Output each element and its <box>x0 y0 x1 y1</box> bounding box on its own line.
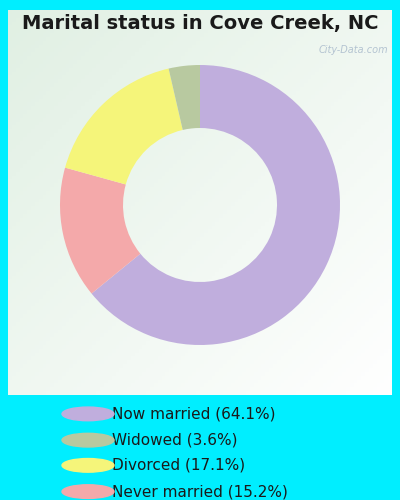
Text: Never married (15.2%): Never married (15.2%) <box>112 484 288 499</box>
Circle shape <box>62 434 114 447</box>
Wedge shape <box>92 65 340 345</box>
Circle shape <box>62 485 114 498</box>
Text: Divorced (17.1%): Divorced (17.1%) <box>112 458 245 473</box>
Wedge shape <box>169 65 200 130</box>
Text: City-Data.com: City-Data.com <box>318 45 388 55</box>
Text: Marital status in Cove Creek, NC: Marital status in Cove Creek, NC <box>22 14 378 32</box>
Wedge shape <box>65 68 183 184</box>
Circle shape <box>62 458 114 472</box>
Wedge shape <box>60 168 140 294</box>
Text: Widowed (3.6%): Widowed (3.6%) <box>112 432 238 448</box>
Text: Now married (64.1%): Now married (64.1%) <box>112 406 276 422</box>
Circle shape <box>62 407 114 420</box>
